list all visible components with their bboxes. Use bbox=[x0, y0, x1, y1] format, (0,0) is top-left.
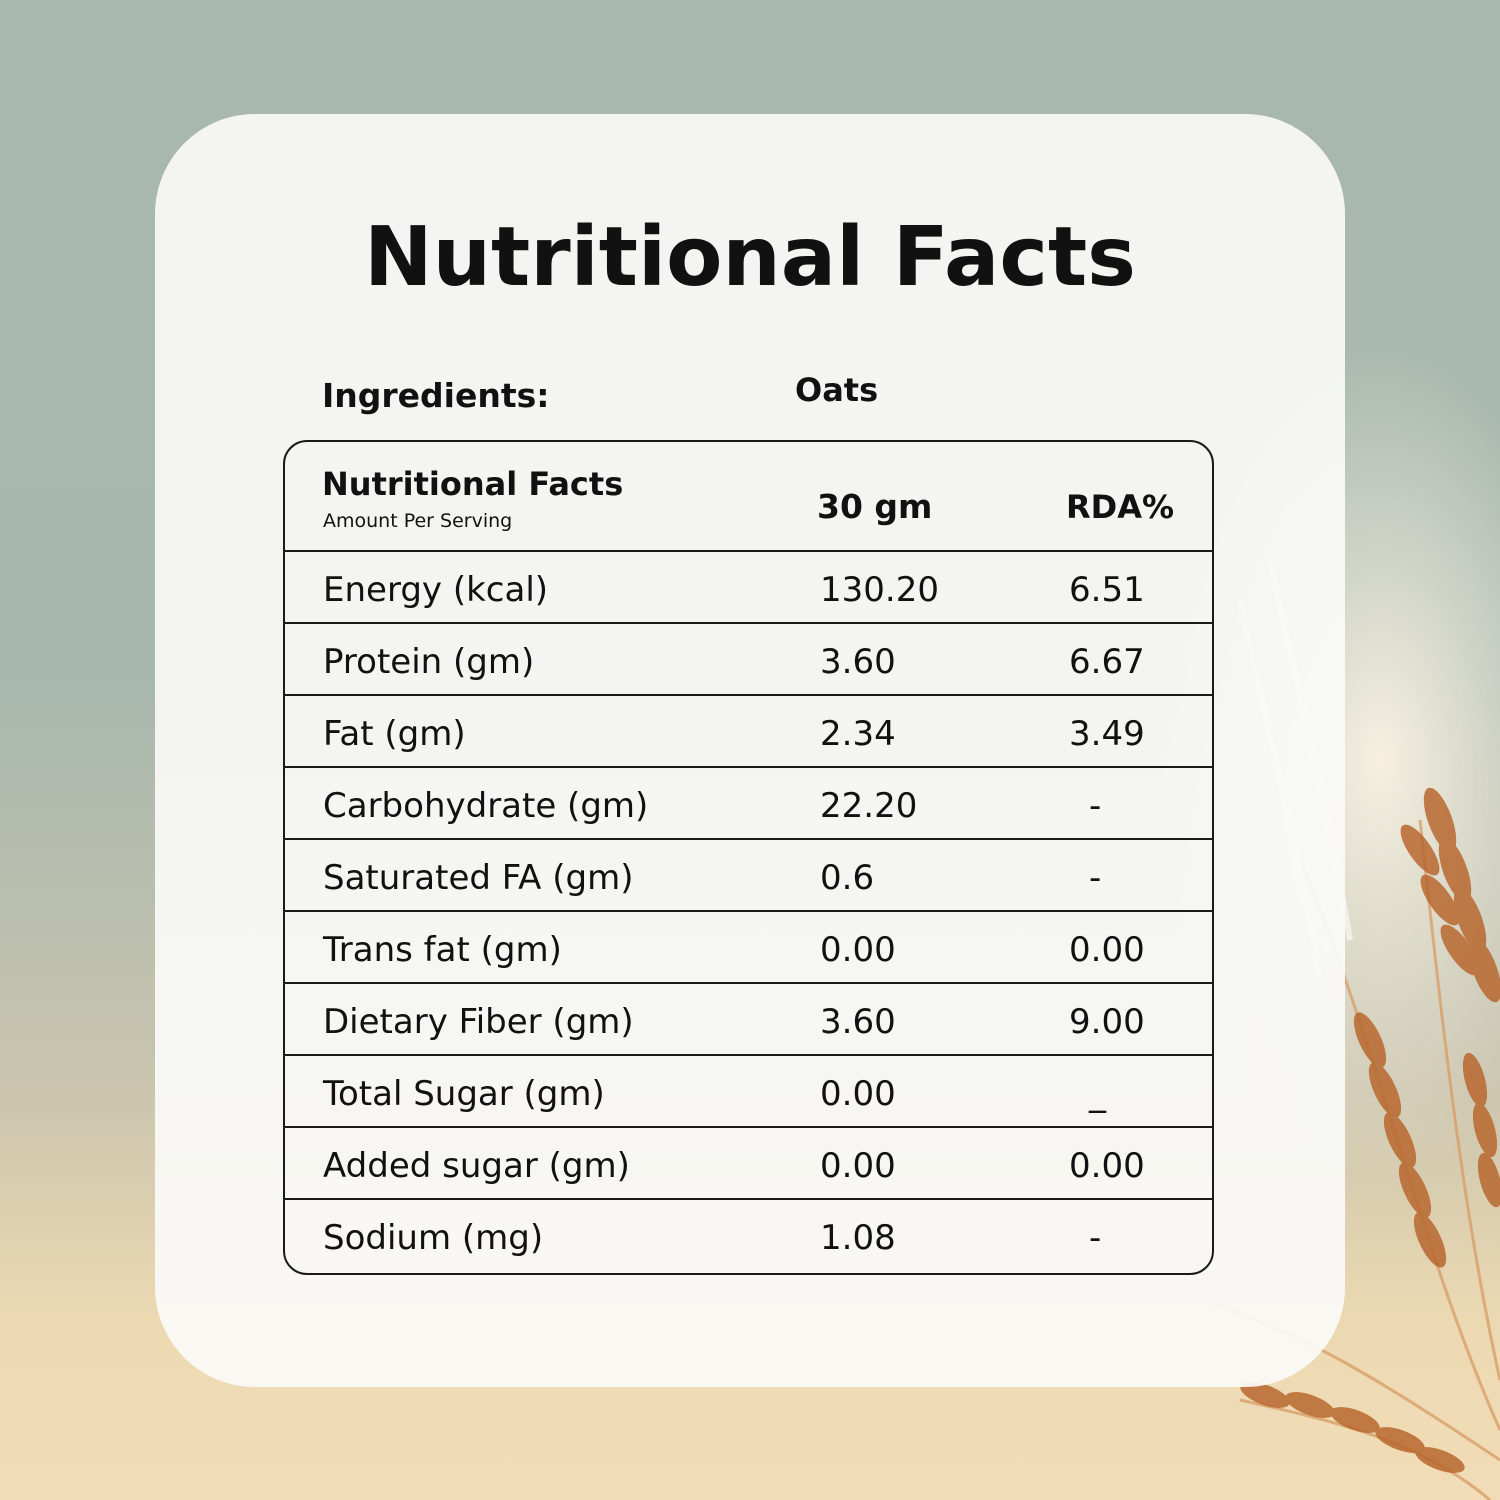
table-row: Energy (kcal) 130.20 6.51 bbox=[285, 552, 1212, 624]
nutrient-rda: - bbox=[1089, 786, 1102, 826]
nutrient-name: Added sugar (gm) bbox=[323, 1146, 630, 1186]
nutrient-rda: 3.49 bbox=[1069, 714, 1145, 754]
nutrition-card bbox=[155, 114, 1345, 1387]
table-header-title: Nutritional Facts bbox=[322, 465, 624, 503]
nutrient-rda: - bbox=[1089, 1218, 1102, 1258]
nutrient-name: Dietary Fiber (gm) bbox=[323, 1002, 634, 1042]
table-header-subtitle: Amount Per Serving bbox=[323, 510, 513, 532]
nutrient-rda: 9.00 bbox=[1069, 1002, 1145, 1042]
nutrient-amount: 3.60 bbox=[820, 642, 896, 682]
page-title: Nutritional Facts bbox=[364, 210, 1136, 305]
nutrient-rda: - bbox=[1089, 858, 1102, 898]
table-row: Fat (gm) 2.34 3.49 bbox=[285, 696, 1212, 768]
nutrient-name: Saturated FA (gm) bbox=[323, 858, 634, 898]
nutrient-amount: 3.60 bbox=[820, 1002, 896, 1042]
nutrition-table: Nutritional Facts Amount Per Serving 30 … bbox=[283, 440, 1214, 1275]
table-row: Total Sugar (gm) 0.00 _ bbox=[285, 1056, 1212, 1128]
nutrient-amount: 0.6 bbox=[820, 858, 875, 898]
table-row: Saturated FA (gm) 0.6 - bbox=[285, 840, 1212, 912]
nutrient-name: Sodium (mg) bbox=[323, 1218, 544, 1258]
nutrient-amount: 130.20 bbox=[820, 570, 939, 610]
nutrient-rda: 6.51 bbox=[1069, 570, 1145, 610]
table-row: Carbohydrate (gm) 22.20 - bbox=[285, 768, 1212, 840]
nutrient-amount: 0.00 bbox=[820, 930, 896, 970]
nutrient-rda: 6.67 bbox=[1069, 642, 1145, 682]
ingredients-label: Ingredients: bbox=[322, 376, 550, 415]
nutrient-amount: 1.08 bbox=[820, 1218, 896, 1258]
table-row: Sodium (mg) 1.08 - bbox=[285, 1200, 1212, 1272]
column-header-amount: 30 gm bbox=[817, 487, 933, 526]
nutrient-amount: 0.00 bbox=[820, 1146, 896, 1186]
nutrient-amount: 22.20 bbox=[820, 786, 918, 826]
table-row: Protein (gm) 3.60 6.67 bbox=[285, 624, 1212, 696]
nutrient-name: Trans fat (gm) bbox=[323, 930, 562, 970]
nutrient-name: Total Sugar (gm) bbox=[323, 1074, 605, 1114]
table-row: Trans fat (gm) 0.00 0.00 bbox=[285, 912, 1212, 984]
nutrient-name: Energy (kcal) bbox=[323, 570, 549, 610]
table-row: Dietary Fiber (gm) 3.60 9.00 bbox=[285, 984, 1212, 1056]
nutrient-rda: _ bbox=[1089, 1074, 1106, 1114]
nutrient-rda: 0.00 bbox=[1069, 1146, 1145, 1186]
nutrient-name: Fat (gm) bbox=[323, 714, 466, 754]
nutrient-name: Carbohydrate (gm) bbox=[323, 786, 649, 826]
nutrient-amount: 2.34 bbox=[820, 714, 896, 754]
nutrient-amount: 0.00 bbox=[820, 1074, 896, 1114]
nutrient-rda: 0.00 bbox=[1069, 930, 1145, 970]
table-row: Added sugar (gm) 0.00 0.00 bbox=[285, 1128, 1212, 1200]
nutrient-name: Protein (gm) bbox=[323, 642, 535, 682]
ingredients-value: Oats bbox=[795, 371, 879, 409]
table-header: Nutritional Facts Amount Per Serving 30 … bbox=[285, 442, 1212, 552]
column-header-rda: RDA% bbox=[1066, 488, 1175, 526]
